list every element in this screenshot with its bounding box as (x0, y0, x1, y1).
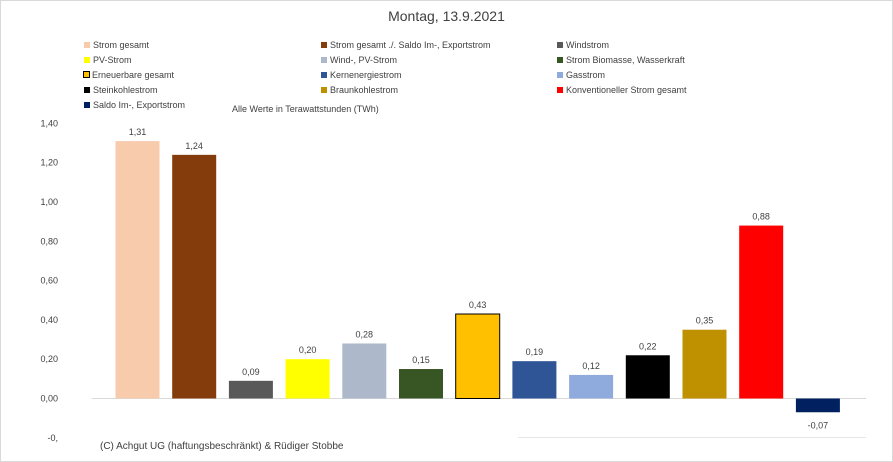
legend-item-saldo-im-export: Saldo Im-, Exportstrom (84, 100, 185, 111)
bar (512, 361, 557, 399)
data-label: 0,88 (752, 212, 770, 222)
legend-item-strom-gesamt-saldo: Strom gesamt ./. Saldo Im-, Exportstrom (321, 40, 491, 51)
legend-swatch (321, 56, 327, 63)
legend-swatch (84, 86, 90, 93)
data-label: 0,43 (469, 300, 487, 310)
unit-note: Alle Werte in Terawattstunden (TWh) (232, 104, 379, 114)
bar (455, 313, 501, 400)
legend-item-konventioneller-strom: Konventioneller Strom gesamt (557, 85, 687, 96)
data-label: 0,20 (299, 345, 317, 355)
legend-item-pv-strom: PV-Strom (84, 55, 132, 66)
legend-label: Strom Biomasse, Wasserkraft (566, 55, 685, 65)
legend-label: Saldo Im-, Exportstrom (93, 100, 186, 110)
y-tick-label: 1,00 (40, 197, 58, 207)
y-tick-label: 0,00 (40, 394, 58, 404)
data-label: 0,22 (639, 341, 657, 351)
y-tick-label: 0,60 (40, 276, 58, 286)
bar (115, 141, 160, 399)
data-label: 1,24 (185, 141, 203, 151)
legend-swatch (557, 71, 563, 78)
bar (795, 398, 840, 413)
data-label: 0,28 (356, 329, 374, 339)
legend-swatch (557, 86, 563, 93)
legend-swatch (84, 56, 90, 63)
legend-label: Windstrom (566, 40, 610, 50)
data-label: 0,19 (526, 347, 544, 357)
legend-swatch (321, 86, 327, 93)
data-label: -0,07 (808, 420, 829, 430)
legend-label: Erneuerbare gesamt (92, 70, 175, 80)
legend-item-erneuerbare-gesamt: Erneuerbare gesamt (83, 70, 175, 81)
bar (342, 343, 387, 399)
y-tick-label: 1,40 (40, 118, 58, 128)
legend-swatch (557, 56, 563, 63)
bar (172, 154, 217, 399)
legend-swatch (84, 101, 90, 108)
legend-item-steinkohlestrom: Steinkohlestrom (84, 85, 158, 96)
legend-label: Strom gesamt ./. Saldo Im-, Exportstrom (330, 40, 491, 50)
legend-label: Wind-, PV-Strom (330, 55, 398, 65)
legend-label: Kernenergiestrom (330, 70, 402, 80)
bar (285, 359, 330, 399)
data-label: 0,12 (582, 361, 600, 371)
legend-item-strom-gesamt: Strom gesamt (84, 40, 149, 51)
y-tick-label: 0,40 (40, 315, 58, 325)
copyright-footer: (C) Achgut UG (haftungsbeschränkt) & Rüd… (100, 441, 344, 452)
legend-label: Konventioneller Strom gesamt (566, 85, 687, 95)
data-label: 1,31 (129, 127, 147, 137)
y-tick-label: -0, (47, 433, 58, 443)
legend-swatch (321, 71, 327, 78)
data-label: 0,15 (412, 355, 430, 365)
legend-item-windstrom: Windstrom (557, 40, 609, 51)
data-label: 0,09 (242, 367, 260, 377)
legend-item-biomasse-wasserkraft: Strom Biomasse, Wasserkraft (557, 55, 685, 66)
bar (569, 374, 614, 399)
legend-label: Braunkohlestrom (330, 85, 399, 95)
legend-item-braunkohlestrom: Braunkohlestrom (321, 85, 398, 96)
data-label: 0,35 (696, 316, 714, 326)
bar (228, 380, 273, 399)
y-tick-label: 0,80 (40, 236, 58, 246)
y-tick-label: 1,20 (40, 158, 58, 168)
y-tick-label: 0,20 (40, 354, 58, 364)
bar (739, 225, 784, 399)
legend-item-kernenergiestrom: Kernenergiestrom (321, 70, 402, 81)
legend-item-wind-pv-strom: Wind-, PV-Strom (321, 55, 397, 66)
legend-swatch (84, 41, 90, 48)
bar (625, 355, 670, 399)
bar (682, 329, 727, 399)
bar (399, 369, 443, 399)
legend-label: PV-Strom (93, 55, 132, 65)
chart-title: Montag, 13.9.2021 (388, 8, 505, 24)
legend-swatch (557, 41, 563, 48)
legend-label: Steinkohlestrom (93, 85, 158, 95)
legend-label: Gasstrom (566, 70, 606, 80)
legend-label: Strom gesamt (93, 40, 150, 50)
legend-swatch (321, 41, 327, 48)
legend-swatch (83, 71, 90, 79)
legend-item-gasstrom: Gasstrom (557, 70, 605, 81)
